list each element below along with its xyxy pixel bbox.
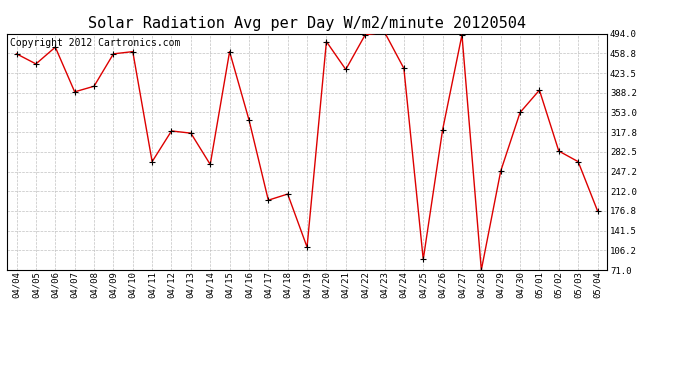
Text: Copyright 2012 Cartronics.com: Copyright 2012 Cartronics.com xyxy=(10,39,180,48)
Title: Solar Radiation Avg per Day W/m2/minute 20120504: Solar Radiation Avg per Day W/m2/minute … xyxy=(88,16,526,31)
